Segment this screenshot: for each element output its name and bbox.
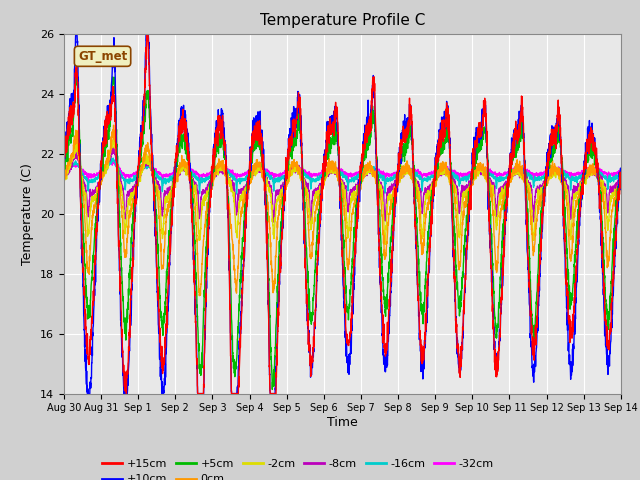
0cm bbox=[547, 170, 554, 176]
+10cm bbox=[274, 313, 282, 319]
-32cm bbox=[617, 170, 625, 176]
-32cm bbox=[124, 172, 132, 178]
+15cm bbox=[122, 391, 130, 396]
-16cm bbox=[157, 175, 164, 181]
-8cm bbox=[606, 188, 614, 193]
Line: +15cm: +15cm bbox=[64, 34, 621, 394]
-16cm bbox=[60, 172, 68, 178]
+5cm bbox=[124, 303, 132, 309]
+15cm bbox=[143, 31, 150, 36]
+15cm bbox=[617, 175, 625, 181]
-32cm bbox=[60, 167, 68, 173]
-2cm bbox=[617, 181, 625, 187]
Line: +5cm: +5cm bbox=[64, 66, 621, 389]
-32cm bbox=[111, 158, 118, 164]
+10cm bbox=[60, 168, 68, 174]
+10cm bbox=[124, 378, 132, 384]
0cm bbox=[298, 180, 306, 186]
+15cm bbox=[124, 372, 132, 377]
Line: -2cm: -2cm bbox=[64, 139, 621, 244]
-2cm bbox=[606, 202, 614, 208]
+5cm bbox=[60, 165, 68, 170]
-8cm bbox=[547, 174, 554, 180]
-8cm bbox=[124, 189, 132, 194]
+5cm bbox=[298, 152, 306, 157]
0cm bbox=[124, 228, 132, 234]
+15cm bbox=[298, 152, 306, 157]
+5cm bbox=[606, 301, 614, 307]
0cm bbox=[617, 177, 625, 183]
+15cm bbox=[547, 148, 554, 154]
Title: Temperature Profile C: Temperature Profile C bbox=[260, 13, 425, 28]
Line: -32cm: -32cm bbox=[64, 161, 621, 182]
-2cm bbox=[157, 212, 164, 217]
Legend: +15cm, +10cm, +5cm, 0cm, -2cm, -8cm, -16cm, -32cm: +15cm, +10cm, +5cm, 0cm, -2cm, -8cm, -16… bbox=[98, 455, 498, 480]
-8cm bbox=[298, 176, 306, 182]
0cm bbox=[60, 174, 68, 180]
-8cm bbox=[270, 219, 278, 225]
-32cm bbox=[606, 171, 614, 177]
-2cm bbox=[298, 175, 306, 181]
Line: -8cm: -8cm bbox=[64, 147, 621, 222]
-2cm bbox=[124, 206, 132, 212]
Y-axis label: Temperature (C): Temperature (C) bbox=[22, 163, 35, 264]
X-axis label: Time: Time bbox=[327, 416, 358, 429]
+15cm bbox=[60, 161, 68, 167]
+10cm bbox=[157, 372, 164, 377]
-32cm bbox=[157, 171, 164, 177]
-16cm bbox=[233, 191, 241, 197]
+5cm bbox=[617, 175, 625, 181]
-8cm bbox=[274, 189, 282, 194]
-16cm bbox=[547, 168, 554, 174]
-2cm bbox=[274, 197, 282, 203]
-32cm bbox=[298, 168, 306, 173]
-16cm bbox=[606, 180, 614, 185]
+5cm bbox=[73, 63, 81, 69]
-16cm bbox=[274, 177, 282, 183]
-16cm bbox=[617, 169, 625, 175]
-8cm bbox=[157, 190, 164, 196]
-32cm bbox=[158, 179, 166, 185]
+5cm bbox=[547, 148, 554, 154]
-2cm bbox=[111, 136, 118, 142]
0cm bbox=[606, 234, 614, 240]
-2cm bbox=[547, 176, 554, 181]
-8cm bbox=[110, 144, 118, 150]
+10cm bbox=[72, 31, 79, 36]
0cm bbox=[274, 215, 282, 221]
-16cm bbox=[109, 155, 117, 161]
0cm bbox=[109, 122, 117, 128]
-2cm bbox=[60, 178, 68, 183]
Line: +10cm: +10cm bbox=[64, 34, 621, 394]
-8cm bbox=[617, 174, 625, 180]
+10cm bbox=[84, 391, 92, 396]
+10cm bbox=[617, 171, 625, 177]
-8cm bbox=[60, 171, 68, 177]
0cm bbox=[195, 293, 203, 299]
Line: 0cm: 0cm bbox=[64, 125, 621, 296]
0cm bbox=[157, 240, 164, 246]
-2cm bbox=[381, 241, 389, 247]
+10cm bbox=[606, 348, 614, 354]
+15cm bbox=[274, 328, 282, 334]
-16cm bbox=[124, 179, 132, 185]
+5cm bbox=[157, 308, 164, 314]
-16cm bbox=[298, 168, 306, 174]
Text: GT_met: GT_met bbox=[78, 50, 127, 63]
+15cm bbox=[157, 352, 164, 358]
+5cm bbox=[274, 279, 282, 285]
-32cm bbox=[547, 165, 554, 171]
+10cm bbox=[298, 154, 306, 159]
+15cm bbox=[606, 331, 614, 337]
Line: -16cm: -16cm bbox=[64, 158, 621, 194]
+10cm bbox=[547, 132, 554, 138]
+5cm bbox=[268, 386, 276, 392]
-32cm bbox=[274, 172, 282, 178]
